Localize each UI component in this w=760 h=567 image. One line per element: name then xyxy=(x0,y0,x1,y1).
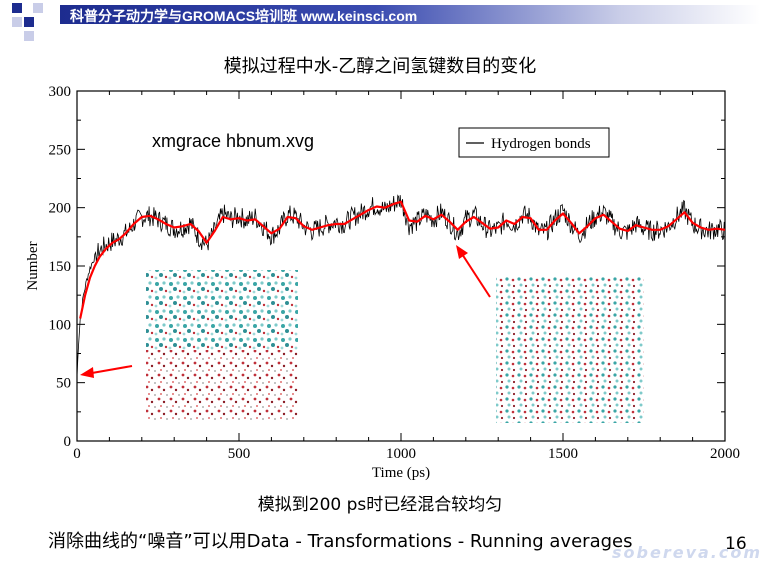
series-running-average-line xyxy=(79,200,726,319)
y-ticks: 0 50 100 150 200 250 300 xyxy=(49,84,725,450)
x-ticks: 0 500 1000 1500 2000 xyxy=(73,91,740,462)
arrow-left xyxy=(80,365,133,378)
slide-number: 16 xyxy=(725,534,747,554)
footer-note: 模拟到200 ps时已经混合较均匀 xyxy=(257,495,503,515)
legend-entry: Hydrogen bonds xyxy=(491,136,591,152)
y-tick-label: 150 xyxy=(49,259,72,275)
series-raw-line xyxy=(76,194,726,377)
command-label: xmgrace hbnum.xvg xyxy=(152,131,314,151)
header-text: 科普分子动力学与GROMACS培训班 www.keinsci.com xyxy=(70,8,418,24)
watermark: sobereva.com xyxy=(612,543,760,562)
x-tick-label: 2000 xyxy=(710,446,740,462)
header-gradient xyxy=(60,5,760,24)
x-tick-label: 1500 xyxy=(548,446,578,462)
left-molecular-snapshot xyxy=(146,270,298,420)
y-tick-label: 0 xyxy=(64,434,72,450)
y-tick-label: 100 xyxy=(49,317,72,333)
slide-title: 模拟过程中水-乙醇之间氢键数目的变化 xyxy=(223,56,537,77)
x-axis-label: Time (ps) xyxy=(372,465,430,481)
x-tick-label: 0 xyxy=(73,446,81,462)
x-tick-label: 1000 xyxy=(386,446,416,462)
y-tick-label: 50 xyxy=(56,376,71,392)
right-molecular-snapshot xyxy=(496,277,644,423)
header-bar: 科普分子动力学与GROMACS培训班 www.keinsci.com xyxy=(0,0,760,41)
y-tick-label: 200 xyxy=(49,201,72,217)
y-tick-label: 250 xyxy=(49,142,72,158)
footer-tip: 消除曲线的“噪音”可以用Data - Transformations - Run… xyxy=(48,531,633,552)
header-decoration xyxy=(0,0,60,44)
legend: Hydrogen bonds xyxy=(458,127,610,158)
y-tick-label: 300 xyxy=(49,84,72,100)
series-layer xyxy=(76,194,726,377)
x-tick-label: 500 xyxy=(228,446,251,462)
y-axis-label: Number xyxy=(25,241,41,290)
arrow-right xyxy=(456,245,491,298)
